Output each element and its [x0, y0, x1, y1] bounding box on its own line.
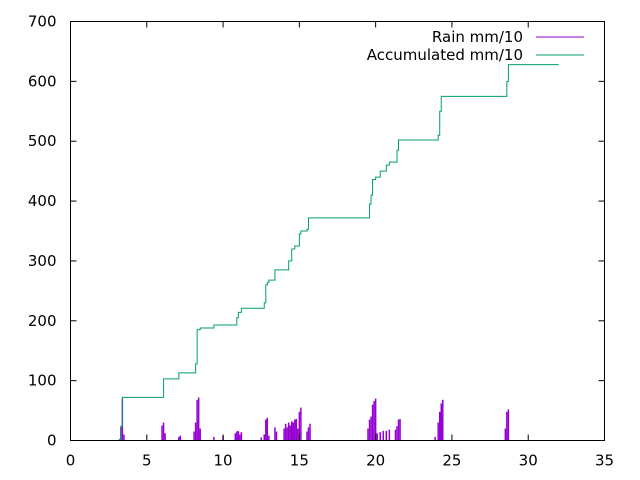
y-tick-label: 0: [47, 432, 57, 450]
ticks-layer: 0 5 10 15 20 25 30 35 0 100 200 300 400 500 600 700: [28, 13, 614, 470]
plot-frame: [70, 21, 605, 441]
x-tick-label: 35: [595, 452, 614, 470]
y-tick-label: 700: [28, 13, 57, 31]
accumulated-line: [96, 64, 559, 441]
x-tick-label: 25: [442, 452, 461, 470]
legend-label: Rain mm/10: [432, 28, 523, 46]
y-tick-label: 500: [28, 132, 57, 150]
y-tick-label: 400: [28, 192, 57, 210]
legend-label: Accumulated mm/10: [367, 46, 523, 64]
x-tick-label: 30: [519, 452, 538, 470]
y-tick-label: 300: [28, 252, 57, 270]
y-tick-label: 200: [28, 312, 57, 330]
y-tick-label: 100: [28, 372, 57, 390]
x-tick-label: 0: [66, 452, 76, 470]
x-tick-label: 5: [142, 452, 152, 470]
x-tick-label: 10: [214, 452, 233, 470]
series-layer: [96, 64, 559, 441]
x-tick-label: 20: [366, 452, 385, 470]
x-tick-label: 15: [290, 452, 309, 470]
y-tick-label: 600: [28, 72, 57, 90]
